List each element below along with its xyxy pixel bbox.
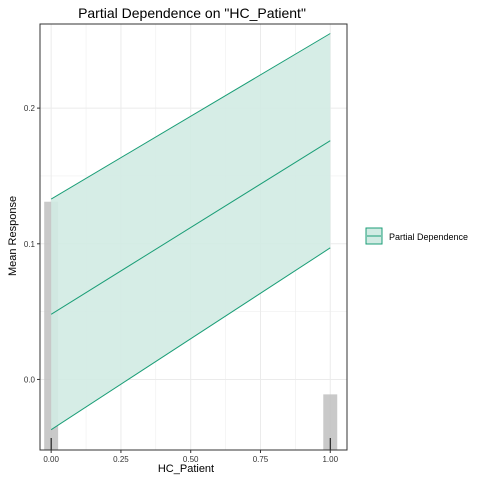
upper-bound-line	[50, 33, 331, 200]
x-axis-label: HC_Patient	[158, 463, 214, 475]
y-axis-label: Mean Response	[7, 196, 19, 276]
histogram-bar	[323, 394, 338, 450]
y-tick-label: 0.1	[24, 240, 36, 249]
confidence-ribbon	[51, 33, 331, 430]
x-tick-label: 0.75	[253, 455, 269, 464]
plot-area: 0.00 0.25 0.50 0.75 1.00 0.0 0.1 0.2	[24, 23, 348, 464]
panel-border	[39, 23, 348, 451]
lower-bound-line	[50, 247, 331, 431]
legend: Partial Dependence	[365, 227, 468, 245]
y-tick-label: 0.0	[24, 375, 36, 384]
x-tick-label: 0.50	[183, 455, 199, 464]
x-tick-label: 1.00	[322, 455, 338, 464]
y-tick-label: 0.2	[24, 104, 36, 113]
partial-dependence-line	[50, 140, 331, 315]
x-tick-label: 0.00	[43, 455, 59, 464]
legend-label-partial-dependence: Partial Dependence	[389, 232, 468, 242]
x-tick-label: 0.25	[113, 455, 129, 464]
chart-title: Partial Dependence on "HC_Patient"	[78, 5, 306, 21]
